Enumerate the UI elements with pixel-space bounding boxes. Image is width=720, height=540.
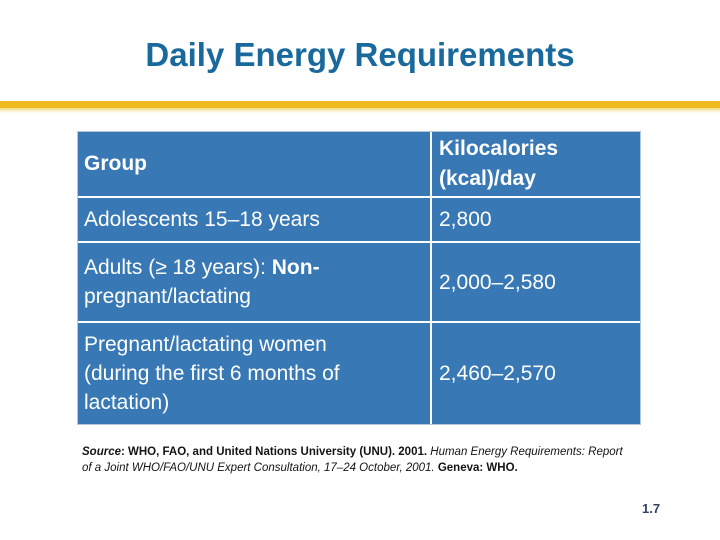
source-note-citation: : WHO, FAO, and United Nations Universit… [121,446,431,458]
row-pregnant-group-text: Pregnant/lactating women (during the fir… [84,333,340,414]
row-adolescents-group-text: Adolescents 15–18 years [84,208,320,231]
source-note-publisher: Geneva: WHO. [437,461,518,474]
page-number: 1.7 [642,501,661,516]
row-adults-group-rest: pregnant/lactating [84,285,251,308]
row-adolescents-group-cell: Adolescents 15–18 years [78,198,430,241]
col-header-group: Group [78,132,430,196]
energy-requirements-table: Group Kilocalories (kcal)/day Adolescent… [78,132,640,424]
slide-title: Daily Energy Requirements [145,36,575,73]
row-adults-group-text: Adults (≥ 18 years): Non-pregnant/lactat… [84,253,386,311]
row-pregnant-kcal-value: 2,460–2,570 [439,362,556,385]
accent-rule [0,101,720,108]
row-adults-kcal-cell: 2,000–2,580 [432,243,640,321]
row-adults-group-emphasis: Non- [271,256,320,279]
row-pregnant-group-cell: Pregnant/lactating women (during the fir… [78,323,430,424]
accent-rule-shadow [0,108,720,113]
row-adults-group-cell: Adults (≥ 18 years): Non-pregnant/lactat… [78,243,430,321]
source-note-work-title: Human Energy Requirements: Report of a J… [82,446,623,474]
source-note: Source: WHO, FAO, and United Nations Uni… [82,445,628,476]
row-adolescents-kcal-cell: 2,800 [432,198,640,241]
row-adolescents-kcal-value: 2,800 [439,208,492,231]
source-note-label: Source [82,446,121,458]
col-header-kilocalories-label: Kilocalories (kcal)/day [439,137,559,190]
row-adults-group-prefix: Adults (≥ 18 years): [84,256,272,279]
col-header-group-label: Group [84,152,147,175]
row-adults-kcal-value: 2,000–2,580 [439,270,556,294]
row-pregnant-kcal-cell: 2,460–2,570 [432,323,640,424]
col-header-kilocalories: Kilocalories (kcal)/day [432,132,640,196]
